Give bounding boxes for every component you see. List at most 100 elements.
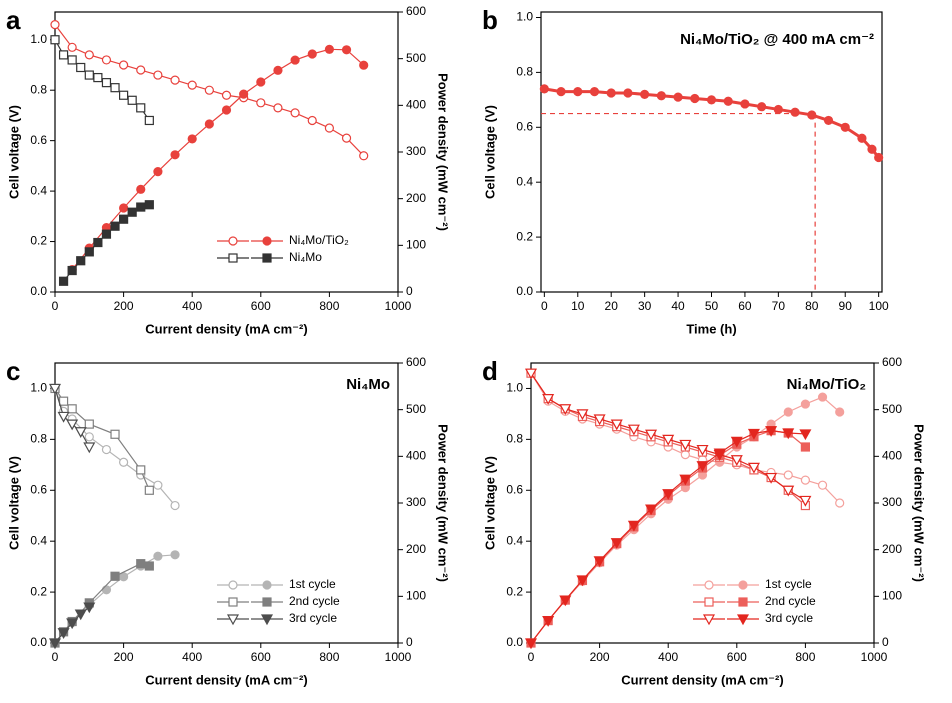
marker xyxy=(610,419,623,431)
marker xyxy=(144,200,154,210)
marker xyxy=(593,556,606,568)
marker xyxy=(747,428,760,440)
y-tick-label: 0.0 xyxy=(30,284,47,298)
y2-tick-label: 0 xyxy=(882,635,889,649)
marker xyxy=(110,571,120,581)
marker xyxy=(273,103,283,113)
x-axis-label: Current density (mA cm⁻²) xyxy=(145,672,307,687)
marker xyxy=(58,50,69,60)
marker xyxy=(307,115,317,126)
marker xyxy=(823,115,834,126)
legend-symbol xyxy=(228,236,238,246)
marker xyxy=(110,221,120,231)
marker xyxy=(290,55,300,65)
y-axis-label: Cell voltage (V) xyxy=(482,456,497,550)
marker xyxy=(800,475,811,485)
marker xyxy=(170,500,180,511)
marker xyxy=(83,442,96,454)
marker xyxy=(153,551,163,561)
marker xyxy=(256,77,266,87)
marker xyxy=(110,83,120,93)
marker xyxy=(93,72,103,83)
marker xyxy=(187,80,197,90)
marker xyxy=(857,133,867,143)
y-tick-label: 0.6 xyxy=(506,482,523,496)
legend-label: 2nd cycle xyxy=(765,594,816,608)
y2-tick-label: 600 xyxy=(882,355,902,369)
marker xyxy=(773,104,783,115)
marker xyxy=(101,55,112,65)
legend-symbol xyxy=(702,614,716,626)
marker xyxy=(84,419,94,429)
marker xyxy=(144,561,154,571)
marker xyxy=(835,407,845,417)
marker xyxy=(307,49,317,59)
marker xyxy=(539,84,549,94)
y-tick-label: 0.0 xyxy=(506,635,523,649)
y-axis-label: Cell voltage (V) xyxy=(482,105,497,199)
x-tick-label: 800 xyxy=(319,650,339,664)
legend-symbol xyxy=(704,597,714,607)
x-tick-label: 400 xyxy=(182,299,202,313)
legend-symbol xyxy=(260,614,274,626)
x-tick-label: 200 xyxy=(590,650,610,664)
x-tick-label: 800 xyxy=(319,299,339,313)
x-tick-label: 50 xyxy=(705,299,719,313)
y-axis-label: Cell voltage (V) xyxy=(6,456,21,550)
legend-label: Ni₄Mo/TiO₂ xyxy=(289,233,349,247)
legend-symbol xyxy=(736,614,750,626)
x-tick-label: 600 xyxy=(727,650,747,664)
marker xyxy=(101,78,112,88)
marker xyxy=(144,485,154,495)
y-axis-label: Cell voltage (V) xyxy=(6,105,21,199)
chart-title: Ni₄Mo/TiO₂ @ 400 mA cm⁻² xyxy=(680,31,874,48)
marker xyxy=(204,119,214,129)
y2-tick-label: 200 xyxy=(882,542,902,556)
marker xyxy=(627,520,640,532)
marker xyxy=(679,474,692,486)
series-line xyxy=(54,388,150,491)
y2-tick-label: 0 xyxy=(406,635,413,649)
legend-symbol xyxy=(262,597,272,607)
x-tick-label: 0 xyxy=(541,299,548,313)
legend-symbol xyxy=(262,236,272,246)
y2-tick-label: 600 xyxy=(406,355,426,369)
marker xyxy=(67,265,77,276)
marker xyxy=(127,207,137,217)
marker xyxy=(221,90,232,100)
y2-tick-label: 400 xyxy=(406,98,426,112)
x-axis-label: Time (h) xyxy=(686,321,736,336)
marker xyxy=(324,44,334,54)
y2-tick-label: 200 xyxy=(406,191,426,205)
marker xyxy=(799,429,812,441)
y-tick-label: 0.4 xyxy=(30,183,47,197)
y2-axis-label: Power density (mW cm⁻²) xyxy=(436,73,451,231)
marker xyxy=(747,462,760,474)
marker xyxy=(610,538,623,549)
marker xyxy=(359,60,369,70)
x-tick-label: 60 xyxy=(738,299,752,313)
marker xyxy=(84,432,94,442)
marker xyxy=(765,472,778,484)
y-tick-label: 1.0 xyxy=(506,381,523,395)
marker xyxy=(74,427,87,438)
y-tick-label: 0.4 xyxy=(30,533,47,547)
plot-frame xyxy=(540,11,883,293)
marker xyxy=(101,444,112,455)
y2-tick-label: 400 xyxy=(882,449,902,463)
y2-tick-label: 0 xyxy=(406,284,413,298)
marker xyxy=(136,559,146,569)
marker xyxy=(656,91,666,101)
x-tick-label: 70 xyxy=(772,299,786,313)
legend-symbol xyxy=(228,580,238,590)
marker xyxy=(170,550,180,560)
legend-label: Ni₄Mo xyxy=(289,250,322,264)
marker xyxy=(576,575,589,587)
legend-symbol xyxy=(226,614,240,626)
marker xyxy=(153,480,163,490)
marker xyxy=(524,368,538,380)
marker xyxy=(799,495,812,507)
marker xyxy=(136,184,146,194)
marker xyxy=(817,480,828,490)
marker xyxy=(662,434,675,446)
